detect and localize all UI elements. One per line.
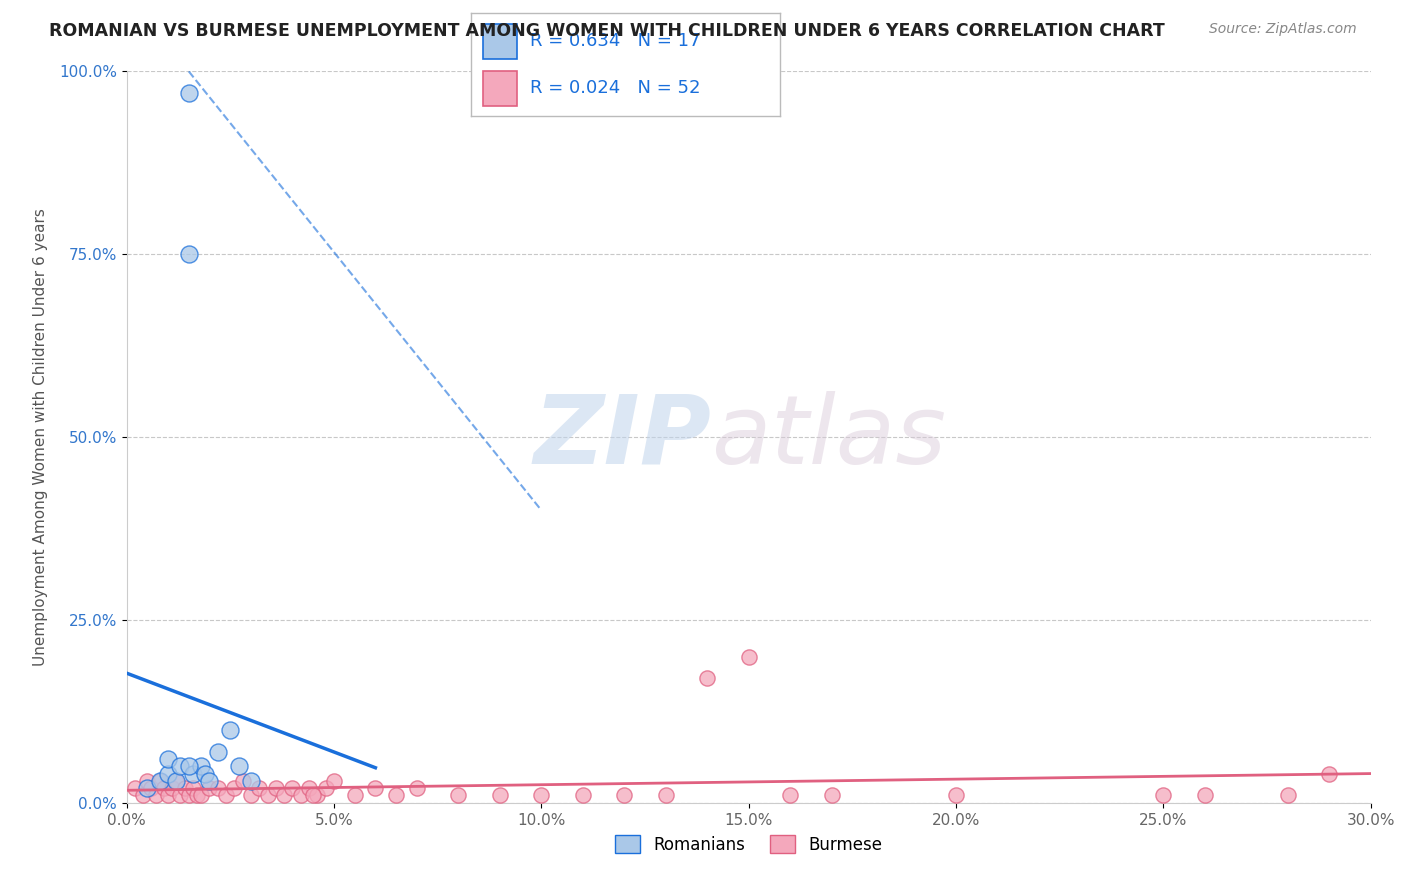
Point — [190, 789, 212, 803]
Point — [1153, 789, 1175, 803]
Point — [228, 759, 250, 773]
Point — [239, 789, 262, 803]
Point — [821, 789, 844, 803]
Text: ROMANIAN VS BURMESE UNEMPLOYMENT AMONG WOMEN WITH CHILDREN UNDER 6 YEARS CORRELA: ROMANIAN VS BURMESE UNEMPLOYMENT AMONG W… — [49, 22, 1166, 40]
Point — [132, 789, 155, 803]
Point — [177, 759, 200, 773]
Point — [696, 672, 718, 686]
Point — [177, 789, 200, 803]
Point — [136, 781, 159, 796]
Point — [1317, 766, 1340, 780]
Point — [1194, 789, 1216, 803]
Point — [145, 789, 167, 803]
Text: ZIP: ZIP — [533, 391, 711, 483]
Point — [224, 781, 246, 796]
Point — [364, 781, 387, 796]
Point — [207, 745, 229, 759]
Point — [273, 789, 295, 803]
Point — [613, 789, 636, 803]
Point — [1277, 789, 1299, 803]
Point — [190, 759, 212, 773]
Point — [141, 781, 163, 796]
Text: R = 0.024   N = 52: R = 0.024 N = 52 — [530, 79, 700, 97]
Point — [219, 723, 242, 737]
Point — [281, 781, 304, 796]
Point — [160, 781, 183, 796]
Text: atlas: atlas — [711, 391, 946, 483]
Point — [136, 773, 159, 788]
Point — [239, 773, 262, 788]
Point — [169, 759, 191, 773]
Point — [264, 781, 287, 796]
Point — [177, 87, 200, 101]
Text: Source: ZipAtlas.com: Source: ZipAtlas.com — [1209, 22, 1357, 37]
Point — [149, 773, 172, 788]
Point — [157, 789, 180, 803]
Point — [779, 789, 801, 803]
Point — [489, 789, 512, 803]
Point — [198, 773, 221, 788]
Point — [406, 781, 429, 796]
Point — [290, 789, 312, 803]
Point — [945, 789, 967, 803]
Y-axis label: Unemployment Among Women with Children Under 6 years: Unemployment Among Women with Children U… — [32, 208, 48, 666]
Point — [157, 752, 180, 766]
Point — [343, 789, 366, 803]
Point — [149, 773, 172, 788]
Point — [571, 789, 593, 803]
Point — [207, 781, 229, 796]
Point — [177, 247, 200, 261]
Point — [385, 789, 408, 803]
Point — [307, 789, 329, 803]
Point — [256, 789, 278, 803]
Point — [169, 789, 191, 803]
Point — [186, 789, 208, 803]
Point — [194, 766, 217, 780]
Point — [181, 781, 204, 796]
Point — [247, 781, 270, 796]
Point — [173, 781, 195, 796]
Point — [315, 781, 337, 796]
Point — [232, 773, 254, 788]
FancyBboxPatch shape — [484, 24, 517, 59]
Point — [322, 773, 346, 788]
Point — [181, 766, 204, 780]
Point — [153, 781, 176, 796]
Point — [165, 773, 187, 788]
Point — [447, 789, 470, 803]
Point — [165, 773, 187, 788]
Point — [157, 766, 180, 780]
FancyBboxPatch shape — [484, 70, 517, 106]
Point — [737, 649, 759, 664]
Legend: Romanians, Burmese: Romanians, Burmese — [609, 829, 889, 860]
Point — [198, 781, 221, 796]
Point — [298, 781, 321, 796]
Point — [124, 781, 146, 796]
Point — [302, 789, 325, 803]
Point — [530, 789, 553, 803]
Point — [655, 789, 678, 803]
Point — [215, 789, 238, 803]
Text: R = 0.634   N = 17: R = 0.634 N = 17 — [530, 32, 700, 50]
